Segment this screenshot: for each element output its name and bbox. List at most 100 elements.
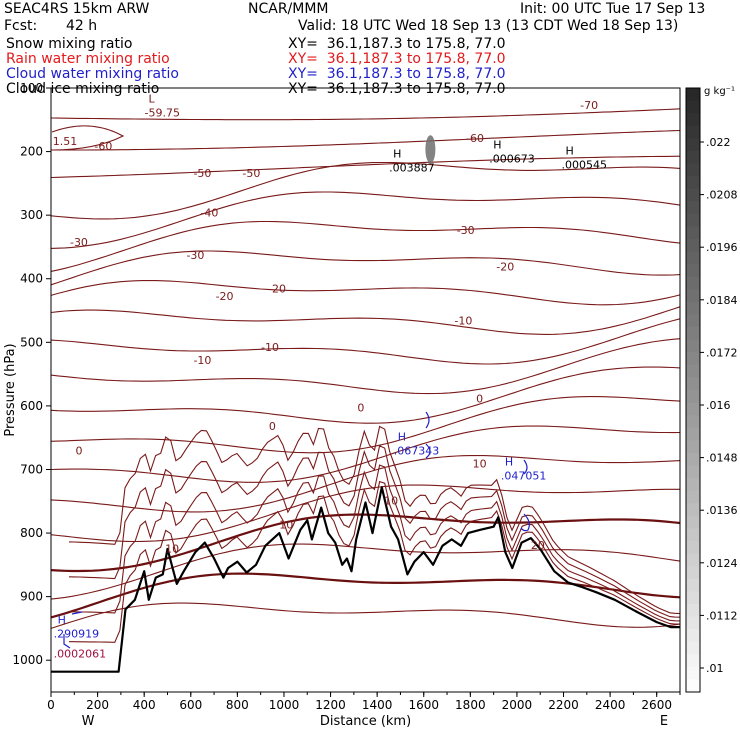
contour-label: -50	[193, 167, 211, 180]
cloud-water-contour	[425, 411, 430, 429]
cloud-water-contour	[71, 611, 83, 615]
colorbar-swatch	[686, 289, 700, 303]
colorbar-swatch	[686, 364, 700, 379]
colorbar-swatch	[686, 465, 700, 479]
colorbar-swatch	[686, 88, 700, 102]
x-axis-title: Distance (km)	[320, 714, 411, 729]
field-cloudwater-name: Cloud water mixing ratio	[6, 66, 179, 82]
contour-label: -30	[457, 224, 475, 237]
y-tick-label: 600	[20, 399, 43, 413]
colorbar-label: .0172	[706, 346, 738, 359]
isotherm-line	[50, 454, 681, 513]
colorbar-swatch	[686, 301, 700, 316]
isotherm-line	[50, 220, 681, 272]
field-snow-xy: XY= 36.1,187.3 to 175.8, 77.0	[288, 36, 506, 52]
x-tick-label: 1800	[455, 698, 486, 712]
cloud-water-contour	[520, 513, 530, 532]
colorbar-swatch	[686, 503, 700, 517]
valid-time: Valid: 18 UTC Wed 18 Sep 13 (13 CDT Wed …	[298, 18, 679, 34]
colorbar-label: .0112	[706, 609, 738, 622]
colorbar-swatch	[686, 264, 700, 278]
colorbar-swatch	[686, 566, 700, 580]
isotherm-line	[50, 602, 681, 629]
colorbar-swatch	[686, 578, 700, 592]
colorbar-swatch	[686, 654, 700, 668]
colorbar-swatch	[686, 679, 700, 693]
colorbar-swatch	[686, 440, 700, 454]
isotherm-line	[50, 338, 681, 395]
extremum-value: .000673	[489, 153, 535, 166]
colorbar-swatch	[686, 452, 700, 467]
x-tick-label: 1000	[269, 698, 300, 712]
contour-label: 0	[269, 420, 276, 433]
contour-labels: -70 -60 -60 -50 -50 -40 -30 -30 -30 -20 -20 -20 -10 -…	[53, 92, 607, 660]
isotherm-line	[50, 366, 681, 424]
field-rain-xy: XY= 36.1,187.3 to 175.8, 77.0	[288, 51, 506, 67]
isotherm-line-lower	[68, 425, 681, 615]
y-tick-label: 300	[20, 208, 43, 222]
extremum-marker: H	[398, 430, 406, 443]
isotherm-line	[50, 513, 681, 573]
colorbar-swatch	[686, 553, 700, 567]
colorbar-swatch	[686, 100, 700, 114]
axes: 0 200 400 600 800 1000 1200 1400 1600 1800 2000 220…	[3, 81, 681, 729]
isotherm-line-lower	[69, 480, 680, 643]
isotherm-line	[50, 396, 681, 454]
extremum-value: .003887	[389, 162, 435, 175]
y-tick-label: 200	[20, 145, 43, 159]
isotherm-line	[50, 425, 681, 483]
colorbar-label: .01	[706, 662, 724, 675]
colorbar-label: .0124	[706, 557, 738, 570]
colorbar-label: .022	[706, 136, 731, 149]
extremum-value: .290919	[54, 628, 100, 641]
colorbar-label: .0184	[706, 294, 738, 307]
colorbar-swatch	[686, 327, 700, 341]
contour-label: -60	[466, 132, 484, 145]
colorbar-swatch	[686, 201, 700, 215]
contour-label: 10	[473, 457, 487, 470]
colorbar-swatch	[686, 427, 700, 441]
isotherm-line	[51, 129, 681, 151]
colorbar-swatch	[686, 213, 700, 228]
colorbar-swatch	[686, 352, 700, 366]
x-tick-label: 1600	[408, 698, 439, 712]
colorbar-swatch	[686, 377, 700, 391]
colorbar-label: .0136	[706, 504, 738, 517]
terrain-line	[51, 486, 680, 673]
colorbar-swatch	[686, 176, 700, 190]
colorbar-swatch	[686, 163, 700, 177]
isotherm-line	[50, 484, 680, 543]
snow-peak-shading	[425, 135, 436, 164]
cloud-water-contour	[63, 634, 71, 649]
extremum-value: .067343	[394, 444, 440, 457]
colorbar-swatch	[686, 641, 700, 655]
colorbar-swatch	[686, 138, 700, 152]
extremum-value: .0002061	[54, 647, 107, 660]
forecast-hour: 42 h	[66, 18, 98, 34]
west-label: W	[82, 714, 95, 729]
isotherm-line	[50, 155, 681, 179]
colorbar-swatch	[686, 113, 700, 127]
extremum-value: .047051	[501, 469, 546, 482]
isotherm-closed	[51, 125, 125, 151]
colorbar-swatch	[686, 515, 700, 530]
cloud-water-contour	[523, 459, 528, 475]
x-tick-label: 2200	[548, 698, 579, 712]
extremum-marker: H	[58, 614, 66, 627]
colorbar-label: .0208	[706, 189, 738, 202]
x-tick-label: 800	[226, 698, 249, 712]
y-tick-label: 700	[20, 462, 43, 476]
y-tick-label: 400	[20, 272, 43, 286]
extremum-marker: H	[493, 139, 501, 152]
colorbar: .022 .0208 .0196 .0184 .0172 .016 .0148 .0136 .0…	[685, 86, 738, 693]
colorbar-swatch	[686, 616, 700, 630]
east-label: E	[660, 714, 668, 729]
colorbar-swatch	[686, 591, 700, 605]
colorbar-label: .0148	[706, 452, 738, 465]
contour-label: -10	[261, 341, 279, 354]
colorbar-swatch	[686, 239, 700, 253]
terrain-profile	[51, 486, 680, 673]
isotherm-line	[50, 108, 681, 121]
contour-label: 1.51	[53, 135, 78, 148]
plot-border	[50, 87, 681, 693]
